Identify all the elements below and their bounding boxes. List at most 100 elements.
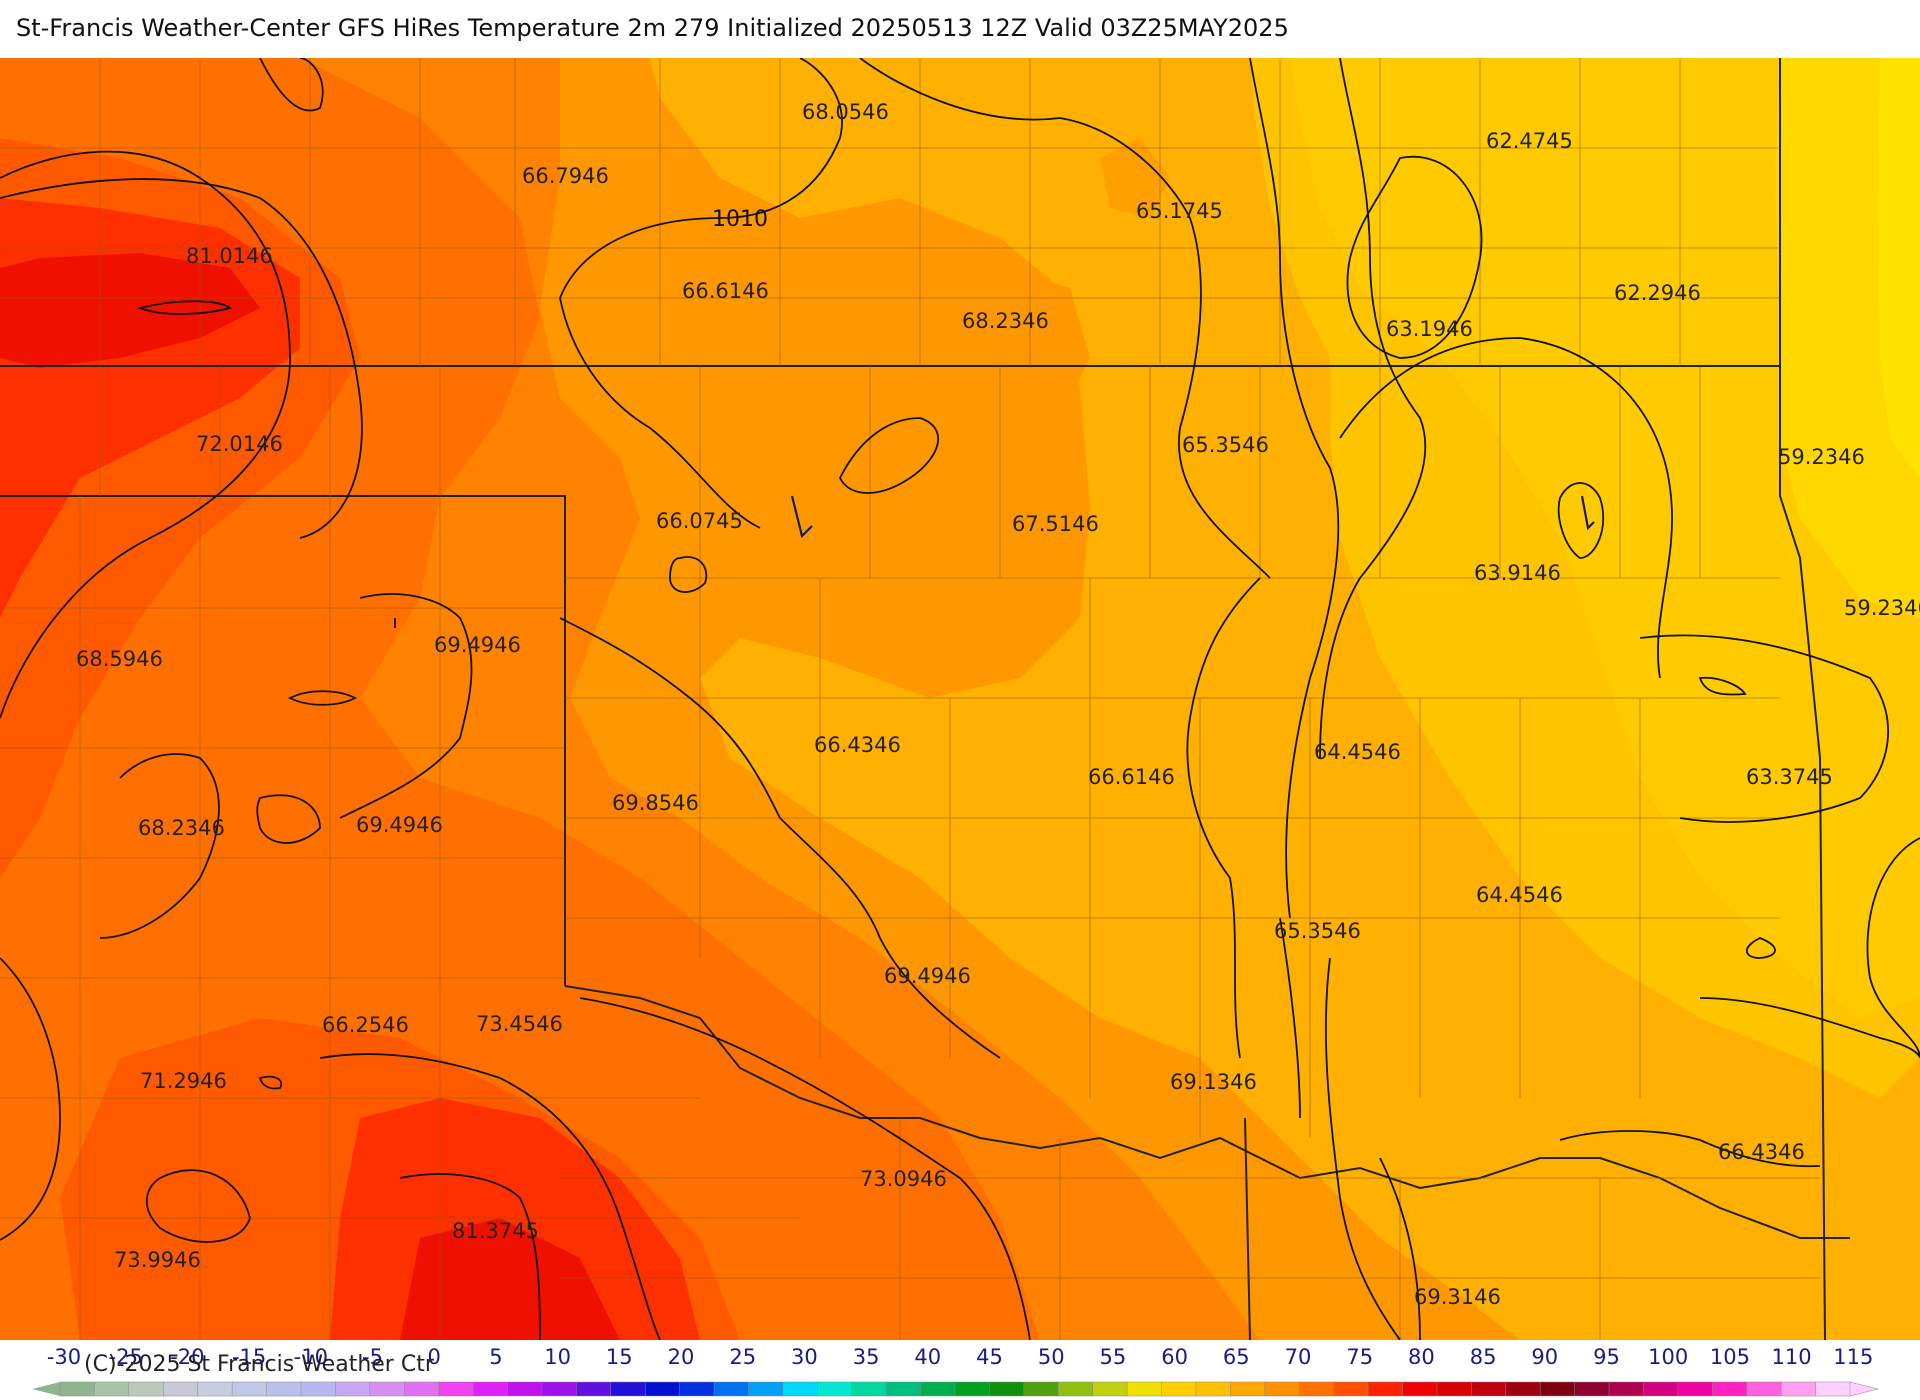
temp-band-84s	[400, 1218, 620, 1340]
temp-label: 66.6146	[682, 279, 769, 303]
colorbar-swatch	[1023, 1381, 1060, 1397]
temp-band-56	[1878, 58, 1920, 478]
colorbar-tick-label: 90	[1531, 1345, 1558, 1369]
temp-label: 66.2546	[322, 1013, 409, 1037]
colorbar-tick-label: 115	[1833, 1345, 1873, 1369]
temperature-labels: 68.0546 66.7946 81.0146 62.4745 65.1745 …	[76, 100, 1920, 1309]
temp-label: 65.3546	[1182, 433, 1269, 457]
colorbar-tick-label: -20	[170, 1345, 204, 1369]
colorbar-tick-label: -5	[362, 1345, 383, 1369]
colorbar-swatch	[94, 1381, 130, 1397]
temp-label: 65.3546	[1274, 919, 1361, 943]
colorbar-tick-label: 35	[853, 1345, 880, 1369]
temp-label: 66.4346	[814, 733, 901, 757]
temp-label: 66.6146	[1088, 765, 1175, 789]
colorbar-swatch	[59, 1381, 96, 1397]
colorbar-tick-label: 60	[1161, 1345, 1188, 1369]
colorbar-swatch	[1780, 1381, 1817, 1397]
isobar-label: 1010	[712, 207, 768, 232]
colorbar-swatch	[1058, 1381, 1094, 1397]
colorbar-swatch	[644, 1381, 681, 1397]
colorbar-swatch	[1126, 1381, 1163, 1397]
temp-label: 69.4946	[434, 633, 521, 657]
colorbar-tick-label: 45	[976, 1345, 1003, 1369]
wind-barbs	[790, 495, 1595, 539]
colorbar-tick-label: 20	[668, 1345, 695, 1369]
colorbar-tick-label: 110	[1772, 1345, 1812, 1369]
colorbar-swatch	[1161, 1381, 1197, 1397]
temp-label: 63.1946	[1386, 317, 1473, 341]
county-lines	[0, 58, 1820, 1340]
colorbar-tick-label: -15	[232, 1345, 266, 1369]
colorbar-swatch	[1643, 1381, 1679, 1397]
colorbar-swatch	[128, 1381, 165, 1397]
temp-blob-2	[1100, 138, 1170, 218]
temp-label: 66.7946	[522, 164, 609, 188]
temp-label: 72.0146	[196, 432, 283, 456]
colorbar-swatch	[1505, 1381, 1542, 1397]
temp-label: 65.1745	[1136, 199, 1223, 223]
colorbar-swatch	[1195, 1381, 1232, 1397]
temp-label: 68.2346	[962, 309, 1049, 333]
colorbar-swatch	[1471, 1381, 1507, 1397]
temp-label: 66.0745	[656, 509, 743, 533]
temp-label: 73.9946	[114, 1248, 201, 1272]
temp-label: 59.2346	[1778, 445, 1865, 469]
colorbar-swatch	[403, 1381, 440, 1397]
temp-label: 68.2346	[138, 816, 225, 840]
temp-label: 68.0546	[802, 100, 889, 124]
colorbar-ticks: -30 -25 -20 -15 -10 -5 0 5 10 15 20 25 30 35 40 45 50 55 6…	[47, 1345, 1874, 1369]
colorbar-swatch	[1333, 1381, 1369, 1397]
colorbar-swatch	[954, 1381, 991, 1397]
colorbar-swatch	[541, 1381, 578, 1397]
colorbar-tick-label: -25	[109, 1345, 143, 1369]
colorbar-swatch	[1402, 1381, 1438, 1397]
colorbar-tick-label: 30	[791, 1345, 818, 1369]
colorbar-swatch	[610, 1381, 647, 1397]
temp-label: 73.0946	[860, 1167, 947, 1191]
colorbar-tick-label: 10	[544, 1345, 571, 1369]
temp-label: 64.4546	[1314, 740, 1401, 764]
temp-label: 68.5946	[76, 647, 163, 671]
colorbar-swatch	[679, 1381, 715, 1397]
colorbar-swatch	[989, 1381, 1025, 1397]
colorbar-tick-label: -10	[294, 1345, 328, 1369]
colorbar-swatch	[1367, 1381, 1404, 1397]
colorbar-swatch	[576, 1381, 612, 1397]
colorbar-swatch	[817, 1381, 853, 1397]
colorbar-tick-label: 65	[1223, 1345, 1250, 1369]
colorbar-swatch	[266, 1381, 302, 1397]
temp-label: 59.2346	[1844, 596, 1920, 620]
colorbar-max-arrow	[1849, 1381, 1879, 1397]
colorbar-swatch	[335, 1381, 371, 1397]
temp-label: 64.4546	[1476, 883, 1563, 907]
colorbar: -30 -25 -20 -15 -10 -5 0 5 10 15 20 25 30 35 40 45 50 55 6…	[32, 1345, 1879, 1397]
colorbar-swatch	[507, 1381, 543, 1397]
colorbar-swatch	[1264, 1381, 1301, 1397]
colorbar-swatch	[1815, 1381, 1851, 1397]
colorbar-swatch	[369, 1381, 406, 1397]
colorbar-swatch	[920, 1381, 956, 1397]
colorbar-swatches	[32, 1381, 1879, 1397]
temp-label: 71.2946	[140, 1069, 227, 1093]
colorbar-tick-label: -30	[47, 1345, 81, 1369]
temp-label: 62.2946	[1614, 281, 1701, 305]
temp-label: 63.3745	[1746, 765, 1833, 789]
colorbar-tick-label: 80	[1408, 1345, 1435, 1369]
colorbar-tick-label: 95	[1593, 1345, 1620, 1369]
map-title: St-Francis Weather-Center GFS HiRes Temp…	[16, 14, 1289, 42]
colorbar-tick-label: 105	[1710, 1345, 1750, 1369]
colorbar-swatch	[1539, 1381, 1576, 1397]
temp-label: 66.4346	[1718, 1140, 1805, 1164]
colorbar-swatch	[1230, 1381, 1266, 1397]
isolines	[0, 58, 1920, 1340]
colorbar-swatch	[438, 1381, 474, 1397]
temp-label: 69.3146	[1414, 1285, 1501, 1309]
colorbar-tick-label: 5	[489, 1345, 502, 1369]
colorbar-swatch	[782, 1381, 819, 1397]
colorbar-swatch	[231, 1381, 268, 1397]
colorbar-swatch	[748, 1381, 784, 1397]
colorbar-swatch	[1746, 1381, 1783, 1397]
colorbar-tick-label: 55	[1100, 1345, 1127, 1369]
colorbar-tick-label: 25	[729, 1345, 756, 1369]
